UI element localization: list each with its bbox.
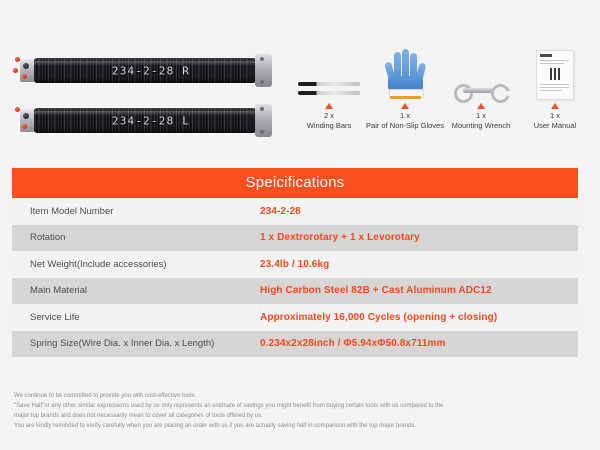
spec-label: Main Material bbox=[30, 285, 88, 297]
disclaimer-line: "Save Half"or any other similar expressi… bbox=[14, 403, 444, 409]
specifications-title: Speicifications bbox=[12, 168, 578, 198]
disclaimer-line: We continue to be committed to provide y… bbox=[14, 393, 197, 399]
accessory-quantity: 2 x bbox=[324, 111, 335, 120]
red-plug-icon bbox=[13, 68, 18, 73]
wrench-box-end bbox=[453, 84, 473, 103]
table-row: Item Model Number 234-2-28 bbox=[12, 198, 578, 225]
manual-text-line bbox=[539, 60, 569, 61]
accessory-item-winding-bars: 2 x Winding Bars bbox=[292, 44, 366, 131]
winding-bars-icon bbox=[292, 44, 366, 100]
caret-up-icon bbox=[400, 103, 409, 109]
spring-left: 234-2-28 L bbox=[12, 104, 290, 138]
disclaimer: We continue to be committed to provide y… bbox=[14, 392, 588, 432]
table-row: Rotation 1 x Dextrorotary + 1 x Levorota… bbox=[12, 224, 578, 251]
specifications-table: Speicifications Item Model Number 234-2-… bbox=[12, 168, 578, 357]
caret-up-icon bbox=[476, 103, 485, 109]
spec-label: Net Weight(Include accessories) bbox=[30, 258, 167, 270]
red-plug-icon bbox=[15, 107, 20, 112]
spring-pair-image: 234-2-28 R 234-2-28 L bbox=[12, 48, 290, 148]
wrench-open-end bbox=[490, 84, 510, 103]
caret-up-icon bbox=[325, 103, 333, 109]
spring-mounting-plate-icon bbox=[255, 54, 272, 87]
spec-value: 23.4lb / 10.6kg bbox=[260, 258, 330, 270]
gloves-icon bbox=[366, 44, 444, 100]
glove-palm bbox=[387, 76, 423, 91]
spec-label: Rotation bbox=[30, 232, 66, 244]
disclaimer-line: You are kindly reminded to verify carefu… bbox=[14, 423, 416, 429]
manual-text-line bbox=[539, 87, 569, 88]
disclaimer-line: major top brands and does not necessaril… bbox=[14, 413, 263, 419]
spring-coil bbox=[34, 58, 256, 83]
spec-value: Approximately 16,000 Cycles (opening + c… bbox=[260, 311, 498, 323]
spring-mounting-plate-icon bbox=[255, 104, 272, 137]
accessory-list: 2 x Winding Bars 1 x Pair of Non-Slip Gl… bbox=[292, 44, 592, 152]
red-plug-icon bbox=[15, 57, 20, 62]
glove-cuff-band bbox=[389, 96, 421, 99]
spring-label: 234-2-28 R bbox=[111, 64, 191, 78]
glove-finger bbox=[409, 53, 417, 84]
accessory-quantity: 1 x bbox=[475, 111, 486, 120]
manual-diagram bbox=[549, 68, 560, 80]
winding-bar bbox=[298, 91, 360, 95]
bolt-icon bbox=[23, 63, 29, 69]
user-manual-icon bbox=[518, 44, 592, 100]
spec-value: 1 x Dextrorotary + 1 x Levorotary bbox=[260, 232, 420, 244]
table-row: Service Life Approximately 16,000 Cycles… bbox=[12, 304, 578, 331]
spec-label: Service Life bbox=[30, 311, 80, 323]
accessory-quantity: 1 x bbox=[399, 111, 410, 120]
manual-logo bbox=[539, 54, 552, 57]
wrench-icon bbox=[444, 44, 518, 103]
spec-value: 0.234x2x28inch / Φ5.94xΦ50.8x711mm bbox=[260, 338, 446, 350]
spring-coil bbox=[34, 108, 256, 133]
spec-value: 234-2-28 bbox=[260, 205, 301, 217]
red-plug-icon bbox=[22, 124, 27, 129]
spring-right: 234-2-28 R bbox=[12, 54, 290, 88]
glove-finger bbox=[401, 49, 409, 84]
accessory-name: Winding Bars bbox=[306, 121, 352, 130]
accessory-item-wrench: 1 x Mounting Wrench bbox=[444, 44, 518, 131]
spring-label: 234-2-28 L bbox=[111, 114, 191, 128]
accessory-quantity: 1 x bbox=[549, 111, 560, 120]
wrench-shaft bbox=[462, 88, 501, 93]
table-row: Spring Size(Wire Dia. x Inner Dia. x Len… bbox=[12, 330, 578, 357]
manual-text-line bbox=[539, 84, 569, 85]
manual-text-line bbox=[539, 63, 564, 64]
accessory-name: Mounting Wrench bbox=[451, 121, 511, 130]
winding-bar bbox=[298, 82, 360, 86]
manual-text-line bbox=[539, 90, 562, 91]
spec-value: High Carbon Steel 82B + Cast Aluminum AD… bbox=[260, 285, 492, 297]
accessory-name: Pair of Non-Slip Gloves bbox=[366, 121, 444, 130]
accessory-name: User Manual bbox=[533, 121, 577, 130]
table-row: Net Weight(Include accessories) 23.4lb /… bbox=[12, 251, 578, 278]
spec-label: Spring Size(Wire Dia. x Inner Dia. x Len… bbox=[30, 338, 215, 350]
glove-finger bbox=[393, 52, 401, 84]
spec-label: Item Model Number bbox=[30, 205, 114, 217]
table-row: Main Material High Carbon Steel 82B + Ca… bbox=[12, 277, 578, 304]
accessory-item-gloves: 1 x Pair of Non-Slip Gloves bbox=[366, 44, 444, 131]
bolt-icon bbox=[23, 113, 29, 119]
product-hero: 234-2-28 R 234-2-28 L 2 x Winding Bars bbox=[0, 0, 600, 160]
accessory-item-user-manual: 1 x User Manual bbox=[518, 44, 592, 131]
caret-up-icon bbox=[550, 103, 559, 109]
red-plug-icon bbox=[22, 74, 27, 79]
